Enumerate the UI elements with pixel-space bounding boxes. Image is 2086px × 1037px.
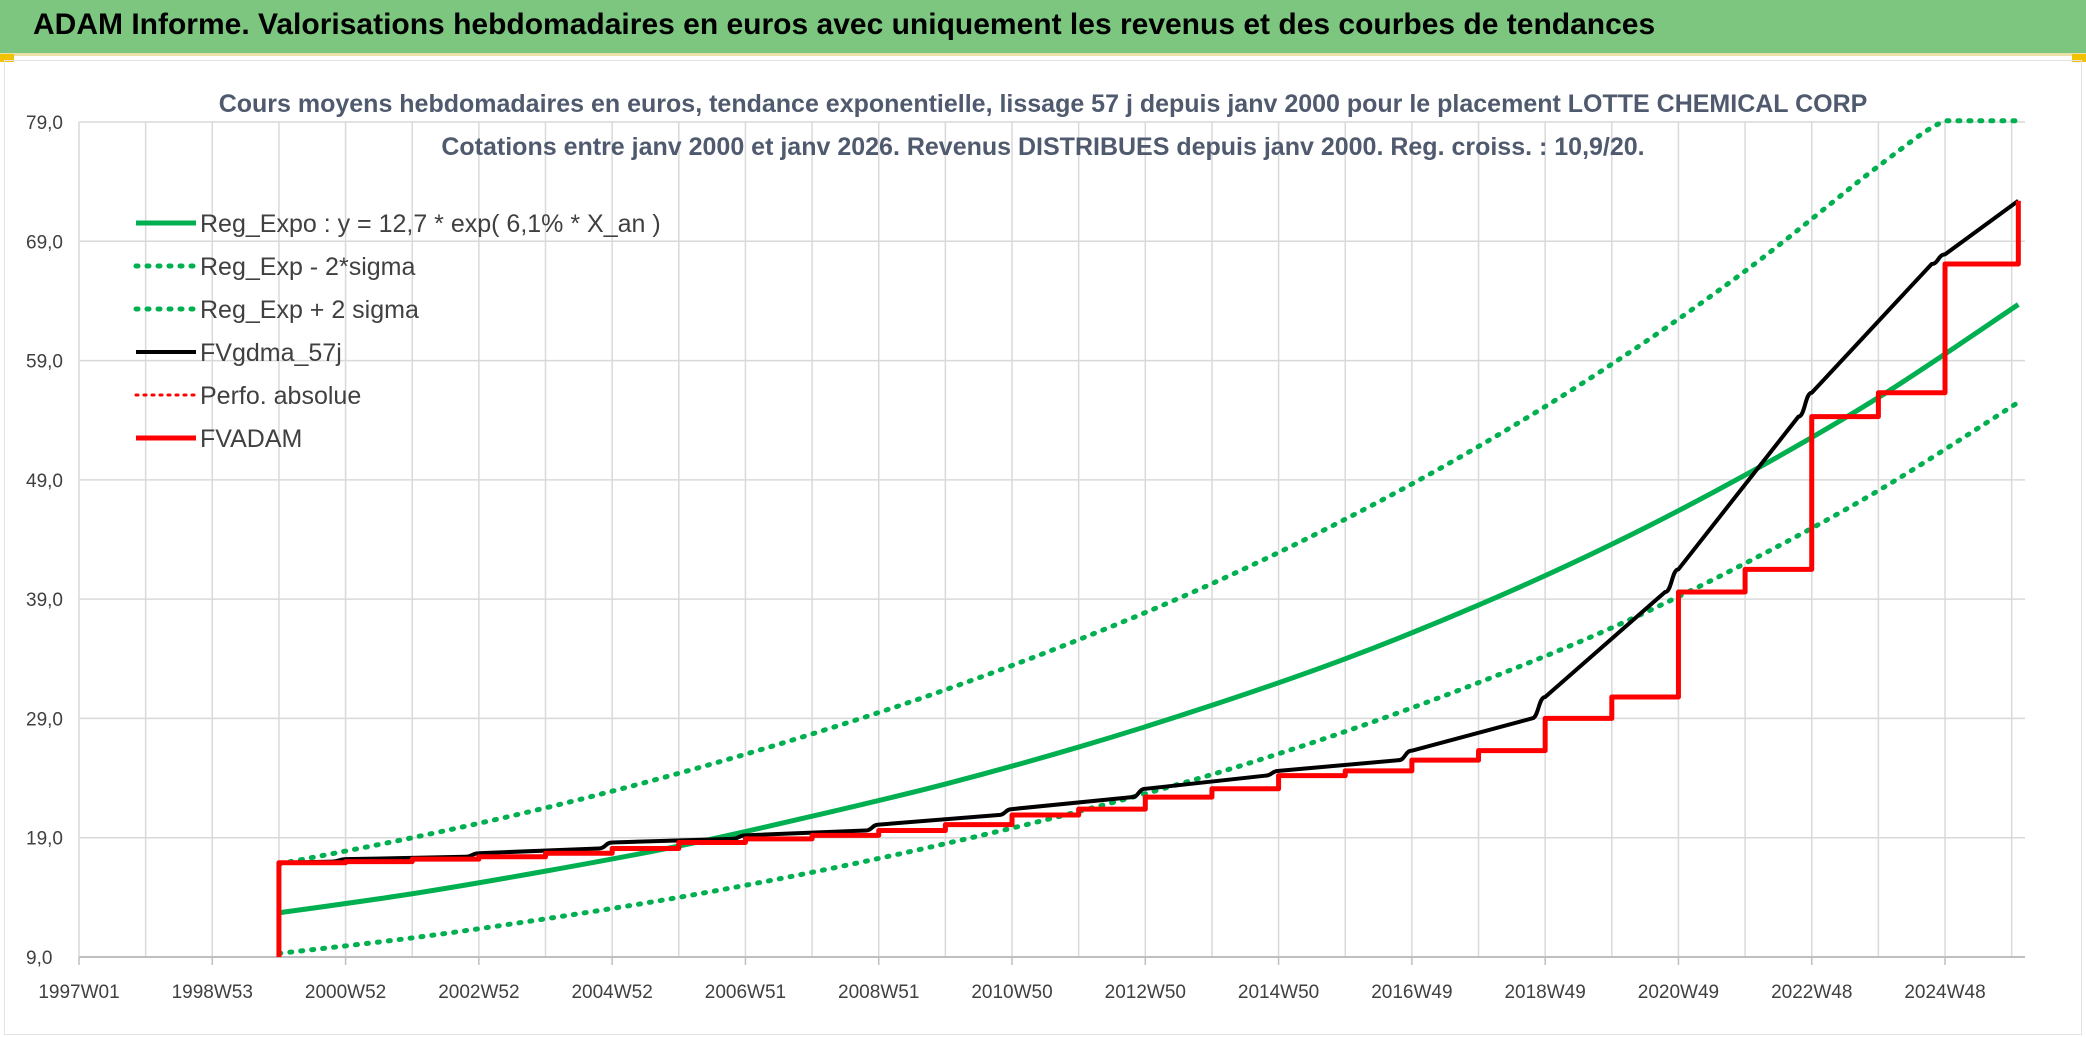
series-line [278,302,2020,916]
y-tick-label: 29,0 [26,709,63,730]
corner-mark-right [2072,54,2086,62]
x-tick-label: 2024W48 [1904,982,1985,1003]
chart-subtitle: Cotations entre janv 2000 et janv 2026. … [441,133,1644,161]
legend: Reg_Expo : y = 12,7 * exp( 6,1% * X_an )… [133,210,661,453]
series-line [276,118,2021,867]
x-tick-label: 2012W50 [1105,982,1186,1003]
series-line [278,199,2020,865]
y-tick-label: 9,0 [26,948,52,969]
x-tick-label: 1998W53 [172,982,253,1003]
x-tick-label: 2000W52 [305,982,386,1003]
x-tick-label: 2022W48 [1771,982,1852,1003]
series-line [276,200,2021,957]
legend-label: FVgdma_57j [200,339,342,367]
y-tick-label: 79,0 [26,113,63,134]
legend-label: Perfo. absolue [200,382,361,410]
x-tick-label: 2002W52 [438,982,519,1003]
y-tick-label: 59,0 [26,352,63,373]
chart-area [4,60,2082,1035]
corner-mark-left [0,54,14,62]
legend-label: Reg_Exp + 2 sigma [200,296,419,324]
y-tick-label: 49,0 [26,471,63,492]
page-title: ADAM Informe. Valorisations hebdomadaire… [33,8,1656,41]
x-tick-label: 2006W51 [705,982,786,1003]
x-tick-label: 2010W50 [971,982,1052,1003]
series [276,118,2021,957]
y-tick-label: 19,0 [26,829,63,850]
grid [78,121,2025,958]
header-banner: ADAM Informe. Valorisations hebdomadaire… [0,0,2086,56]
y-tick-label: 69,0 [26,232,63,253]
x-tick-label: 1997W01 [38,982,119,1003]
x-tick-label: 2014W50 [1238,982,1319,1003]
chart-title: Cours moyens hebdomadaires en euros, ten… [219,90,1868,118]
legend-label: FVADAM [200,425,302,453]
x-tick-label: 2020W49 [1638,982,1719,1003]
x-tick-label: 2008W51 [838,982,919,1003]
axes: 9,0 19,0 29,0 39,0 49,0 59,0 69,0 79,0 1997W01 19… [26,113,2025,1003]
x-tick-label: 2016W49 [1371,982,1452,1003]
x-tick-label: 2018W49 [1504,982,1585,1003]
legend-label: Reg_Exp - 2*sigma [200,253,415,281]
legend-label: Reg_Expo : y = 12,7 * exp( 6,1% * X_an ) [200,210,661,238]
y-tick-label: 39,0 [26,590,63,611]
x-tick-label: 2004W52 [571,982,652,1003]
